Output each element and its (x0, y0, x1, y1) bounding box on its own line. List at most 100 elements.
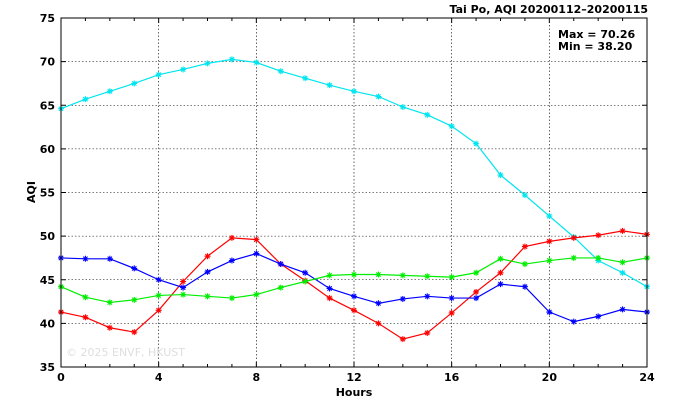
data-point (497, 269, 504, 276)
data-point (448, 309, 455, 316)
data-point (473, 288, 480, 295)
x-tick-label: 12 (346, 371, 361, 384)
data-point (180, 284, 187, 291)
data-point (521, 261, 528, 268)
data-point (619, 259, 626, 266)
data-point (570, 318, 577, 325)
data-point (399, 103, 406, 110)
data-point (180, 66, 187, 73)
y-tick-label: 45 (40, 274, 55, 287)
data-point (131, 80, 138, 87)
chart-title: Tai Po, AQI 20200112–20200115 (450, 3, 648, 16)
data-point (302, 75, 309, 82)
data-point (253, 250, 260, 257)
data-point (619, 227, 626, 234)
y-tick-label: 65 (40, 99, 55, 112)
data-point (473, 295, 480, 302)
data-point (424, 273, 431, 280)
data-point (448, 274, 455, 281)
data-point (497, 172, 504, 179)
data-point (473, 140, 480, 147)
data-point (570, 254, 577, 261)
data-point (375, 271, 382, 278)
data-point (619, 269, 626, 276)
y-tick-label: 50 (40, 230, 56, 243)
data-point (204, 293, 211, 300)
y-tick-label: 55 (40, 187, 55, 200)
data-point (448, 295, 455, 302)
data-point (180, 291, 187, 298)
x-tick-label: 24 (639, 371, 655, 384)
min-annotation: Min = 38.20 (558, 40, 633, 53)
data-point (595, 232, 602, 239)
data-point (155, 307, 162, 314)
data-point (204, 60, 211, 67)
data-point (326, 82, 333, 89)
data-point (131, 265, 138, 272)
x-axis-label: Hours (336, 386, 373, 399)
data-point (253, 59, 260, 66)
data-point (82, 294, 89, 301)
data-point (302, 269, 309, 276)
data-point (546, 213, 553, 220)
data-point (204, 253, 211, 260)
data-point (82, 255, 89, 262)
axis-ticks: 0 4 8 12 16 20 24 35 40 45 50 55 60 65 70 75 (40, 12, 655, 384)
data-point (277, 284, 284, 291)
data-point (497, 281, 504, 288)
data-point (228, 234, 235, 241)
y-tick-label: 70 (40, 56, 56, 69)
data-point (595, 313, 602, 320)
data-point (619, 306, 626, 313)
y-tick-label: 60 (40, 143, 56, 156)
data-point (595, 254, 602, 261)
y-tick-label: 35 (40, 361, 55, 374)
series-layer (58, 56, 650, 343)
data-point (399, 295, 406, 302)
data-point (326, 285, 333, 292)
x-tick-label: 4 (155, 371, 163, 384)
data-point (546, 257, 553, 264)
data-point (473, 269, 480, 276)
data-point (448, 123, 455, 130)
data-point (375, 93, 382, 100)
x-tick-label: 20 (542, 371, 558, 384)
y-tick-label: 75 (40, 12, 55, 25)
data-point (302, 278, 309, 285)
data-point (326, 295, 333, 302)
data-point (228, 56, 235, 63)
x-tick-label: 16 (444, 371, 460, 384)
data-point (180, 278, 187, 285)
watermark: © 2025 ENVF, HKUST (66, 346, 185, 359)
data-point (351, 307, 357, 314)
data-point (424, 111, 431, 118)
y-tick-label: 40 (40, 317, 56, 330)
data-point (424, 329, 431, 336)
data-point (228, 295, 235, 302)
data-point (326, 272, 333, 279)
data-point (155, 71, 162, 78)
data-point (399, 272, 406, 279)
y-axis-label: AQI (25, 181, 38, 203)
data-point (351, 293, 357, 300)
data-point (253, 291, 260, 298)
data-point (228, 257, 235, 264)
data-point (351, 88, 357, 95)
data-point (546, 238, 553, 245)
data-point (351, 271, 357, 278)
data-point (155, 292, 162, 299)
data-point (570, 234, 577, 241)
data-point (521, 283, 528, 290)
data-point (82, 314, 89, 321)
x-tick-label: 8 (253, 371, 261, 384)
data-point (131, 296, 138, 303)
x-tick-label: 0 (57, 371, 65, 384)
data-point (277, 68, 284, 75)
data-point (106, 299, 113, 306)
data-point (546, 309, 553, 316)
data-point (106, 255, 113, 262)
data-point (277, 261, 284, 268)
data-point (375, 320, 382, 327)
data-point (424, 293, 431, 300)
